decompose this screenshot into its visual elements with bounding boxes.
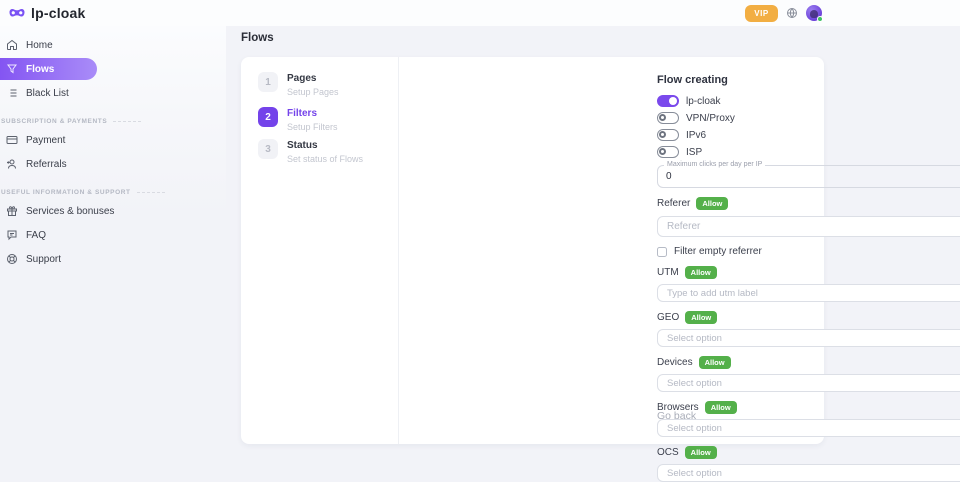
ocs-select[interactable]: Select option ▼ (657, 464, 960, 482)
page-title: Flows (241, 32, 274, 44)
sidebar-item-label: Referrals (26, 158, 67, 170)
step-title: Filters (287, 108, 318, 119)
go-back-button[interactable]: Go back (657, 409, 697, 422)
sidebar-item-label: Flows (26, 63, 55, 75)
toggle-track (657, 146, 679, 158)
filters-form: Flow creating lp-cloak VPN/Proxy IPv6 IS… (657, 57, 960, 482)
form-heading: Flow creating (657, 74, 728, 86)
toggle-lp-cloak[interactable]: lp-cloak (657, 95, 960, 107)
utm-label: UTM (657, 267, 679, 278)
max-clicks-label: Maximum clicks per day per IP (664, 161, 766, 168)
sidebar-item-payment[interactable]: Payment (0, 129, 226, 151)
globe-language-icon[interactable] (786, 7, 798, 19)
sidebar-item-black-list[interactable]: Black List (0, 82, 226, 104)
sidebar-item-label: Home (26, 39, 53, 51)
step-title: Status (287, 140, 318, 151)
brand-logo: lp-cloak (8, 5, 86, 21)
max-clicks-field: Maximum clicks per day per IP ▲▼ (657, 161, 960, 188)
toggle-label: lp-cloak (686, 95, 721, 107)
step-number: 1 (258, 72, 278, 92)
toggle-track (657, 129, 679, 141)
referer-label: Referer (657, 198, 691, 209)
step-number: 2 (258, 107, 278, 127)
checkbox-label: Filter empty referrer (674, 246, 762, 257)
lifebuoy-icon (7, 254, 17, 264)
sidebar-item-support[interactable]: Support (0, 248, 226, 270)
filter-empty-referrer-checkbox-row[interactable]: Filter empty referrer (657, 246, 960, 257)
step-pages[interactable]: 1 Pages Setup Pages (258, 72, 339, 97)
list-icon (8, 89, 17, 97)
online-status-dot (817, 16, 823, 22)
sidebar-item-label: Black List (26, 87, 69, 99)
step-subtitle: Setup Filters (287, 122, 338, 132)
utm-select[interactable]: Type to add utm label ▼ (657, 284, 960, 302)
step-subtitle: Set status of Flows (287, 154, 364, 164)
credit-card-icon (6, 136, 18, 144)
toggle-track (657, 112, 679, 124)
step-number: 3 (258, 139, 278, 159)
home-icon (7, 39, 17, 50)
toggle-label: ISP (686, 146, 703, 158)
toggle-isp[interactable]: ISP (657, 146, 960, 158)
steps-column: 1 Pages Setup Pages 2 Filters Setup Filt… (241, 57, 399, 444)
geo-allow-badge[interactable]: Allow (685, 311, 718, 324)
brand-name: lp-cloak (31, 5, 86, 21)
flows-icon (7, 64, 17, 74)
ocs-label: OCS (657, 447, 679, 458)
top-header: lp-cloak VIP (0, 0, 960, 26)
step-status[interactable]: 3 Status Set status of Flows (258, 139, 363, 164)
toggle-vpn-proxy[interactable]: VPN/Proxy (657, 112, 960, 124)
devices-allow-badge[interactable]: Allow (698, 356, 731, 369)
checkbox-unchecked[interactable] (657, 246, 667, 257)
browsers-allow-badge[interactable]: Allow (704, 401, 737, 414)
geo-select[interactable]: Select option ▼ (657, 329, 960, 347)
browsers-select[interactable]: Select option ▼ (657, 419, 960, 437)
sidebar-section-subscription: SUBSCRIPTION & PAYMENTS (0, 118, 226, 125)
sidebar-section-support: USEFUL INFORMATION & SUPPORT (0, 189, 226, 196)
step-subtitle: Setup Pages (287, 87, 339, 97)
max-clicks-input[interactable] (666, 171, 960, 182)
utm-allow-badge[interactable]: Allow (684, 266, 717, 279)
sidebar-item-label: FAQ (26, 229, 47, 241)
step-title: Pages (287, 73, 317, 84)
sidebar-item-faq[interactable]: FAQ (0, 224, 226, 246)
sidebar-item-services-bonuses[interactable]: Services & bonuses (0, 200, 226, 222)
mask-icon (9, 9, 25, 17)
browsers-label: Browsers (657, 402, 699, 413)
sidebar: Home Flows Black List SUBSCRIPTION & PAY… (0, 26, 226, 475)
user-avatar[interactable] (806, 5, 823, 22)
toggle-label: VPN/Proxy (686, 112, 735, 124)
toggle-label: IPv6 (686, 129, 707, 141)
sidebar-item-label: Support (26, 253, 62, 265)
geo-label: GEO (657, 312, 680, 323)
toggle-ipv6[interactable]: IPv6 (657, 129, 960, 141)
referer-allow-badge[interactable]: Allow (696, 197, 729, 210)
user-plus-icon (7, 159, 16, 169)
sidebar-item-flows[interactable]: Flows (0, 58, 97, 80)
devices-select[interactable]: Select option ▼ (657, 374, 960, 392)
sidebar-item-home[interactable]: Home (0, 34, 226, 56)
sidebar-item-label: Payment (26, 134, 66, 146)
step-filters[interactable]: 2 Filters Setup Filters (258, 107, 338, 132)
devices-label: Devices (657, 357, 693, 368)
toggle-track (657, 95, 679, 107)
referer-input[interactable] (657, 216, 960, 237)
sidebar-item-label: Services & bonuses (26, 205, 115, 217)
vip-button[interactable]: VIP (745, 4, 778, 22)
ocs-allow-badge[interactable]: Allow (684, 446, 717, 459)
gift-icon (7, 206, 17, 216)
flow-creating-card: 1 Pages Setup Pages 2 Filters Setup Filt… (241, 57, 960, 482)
chat-icon (7, 230, 17, 241)
sidebar-item-referrals[interactable]: Referrals (0, 153, 226, 175)
